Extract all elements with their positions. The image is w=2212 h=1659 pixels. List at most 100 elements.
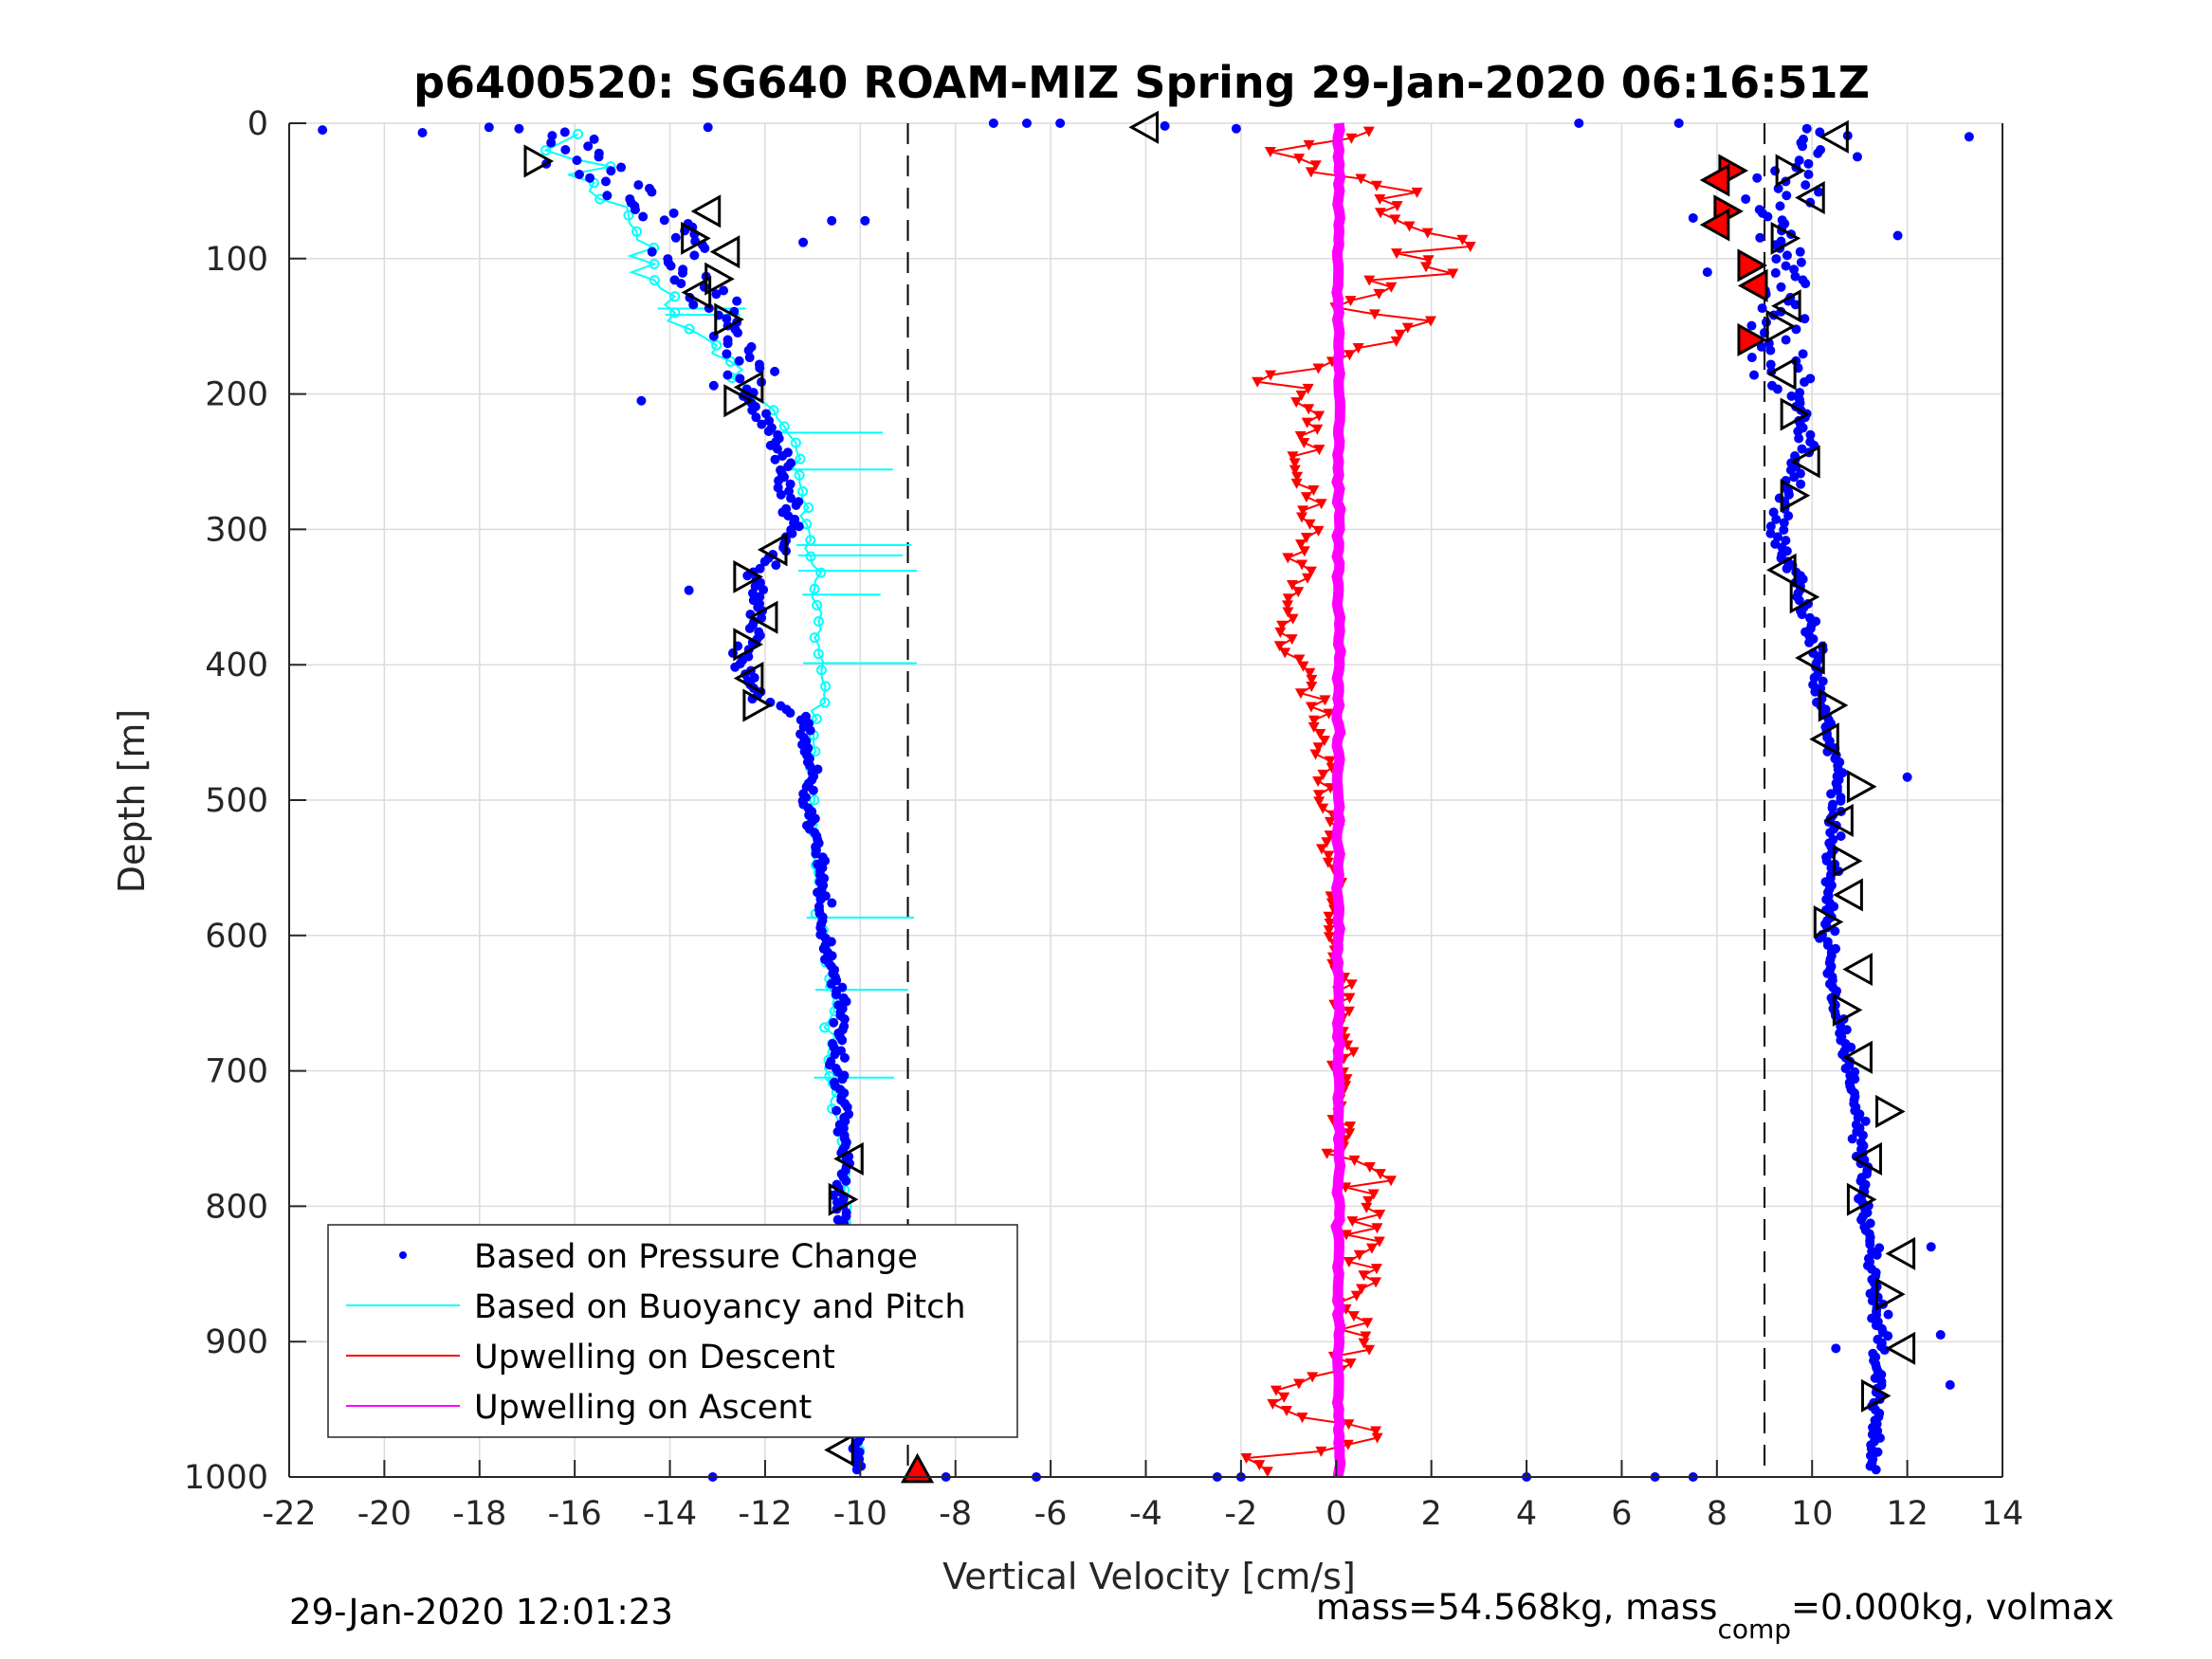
upwelling-descent-marker	[1363, 1161, 1376, 1173]
pressure-change-point	[722, 370, 733, 380]
x-tick-label: -18	[452, 1495, 506, 1533]
pressure-change-outlier	[318, 125, 328, 136]
pressure-change-point	[805, 725, 815, 736]
maneuver-triangle	[747, 600, 778, 634]
upwelling-descent-marker	[1287, 451, 1299, 463]
pressure-change-point	[811, 848, 821, 859]
pressure-change-point	[547, 131, 558, 141]
grid-lines	[288, 122, 2003, 1478]
x-tick-label: 0	[1325, 1495, 1346, 1533]
maneuver-triangle	[733, 559, 763, 593]
footer-mass-subscript: comp	[1717, 1613, 1791, 1645]
pressure-change-outlier	[860, 215, 870, 226]
pressure-change-point	[1781, 536, 1791, 546]
pressure-change-point	[1803, 169, 1814, 179]
upwelling-descent-marker	[1291, 471, 1304, 483]
maneuver-triangle	[523, 144, 555, 178]
maneuver-triangle	[681, 221, 711, 255]
upwelling-descent-marker	[1270, 1385, 1282, 1396]
pressure-change-outlier	[1055, 118, 1066, 128]
buoyancy-pitch-marker	[711, 339, 722, 351]
pressure-change-point	[1809, 672, 1819, 683]
pressure-change-outlier	[1231, 123, 1241, 134]
maneuver-triangle	[1875, 1277, 1906, 1311]
pressure-change-point	[830, 1049, 840, 1060]
upwelling-descent-marker	[1362, 1195, 1375, 1207]
buoyancy-pitch-marker	[778, 421, 790, 432]
pressure-change-point	[735, 374, 745, 384]
x-tick-label: -16	[548, 1495, 602, 1533]
upwelling-descent-marker	[1385, 282, 1398, 293]
maneuver-triangle	[1846, 770, 1877, 804]
pressure-change-point	[744, 623, 755, 633]
y-tick-label: 800	[205, 1188, 268, 1226]
pressure-change-point	[733, 328, 743, 338]
axes-frame	[288, 122, 2003, 1478]
pressure-change-point	[1765, 521, 1776, 532]
maneuver-triangle	[733, 370, 764, 405]
pressure-change-point	[1789, 264, 1800, 275]
pressure-change-point	[559, 127, 570, 137]
pressure-change-point	[1786, 391, 1797, 401]
maneuver-triangle	[690, 194, 722, 228]
buoyancy-pitch-marker	[623, 210, 634, 221]
buoyancy-pitch-marker	[795, 453, 806, 465]
upwelling-descent-marker	[1389, 214, 1401, 226]
buoyancy-pitch-marker	[819, 1022, 831, 1033]
pressure-change-point	[1796, 479, 1806, 489]
x-tick-label: 14	[1982, 1495, 2024, 1533]
pressure-change-point	[851, 1465, 862, 1475]
pressure-change-point	[1813, 148, 1823, 158]
upwelling-descent-marker	[1411, 187, 1423, 198]
pressure-change-point	[813, 887, 823, 898]
pressure-change-point	[744, 353, 755, 363]
buoyancy-pitch-marker	[820, 681, 832, 692]
upwelling-descent-marker	[1298, 546, 1310, 557]
upwelling-descent-marker	[1317, 803, 1329, 814]
pressure-change-point	[1795, 246, 1805, 257]
upwelling-descent-marker	[1323, 932, 1335, 943]
pressure-change-point	[1749, 370, 1760, 380]
pressure-change-point	[1783, 489, 1794, 500]
maneuver-triangle	[1790, 445, 1820, 479]
pressure-change-point	[647, 246, 657, 257]
maneuver-triangle	[833, 1141, 864, 1176]
upwelling-descent-marker	[1267, 1398, 1279, 1410]
upwelling-descent-marker	[1303, 139, 1315, 151]
maneuver-triangle	[1737, 248, 1768, 283]
buoyancy-pitch-marker	[631, 226, 643, 237]
legend-swatch-pressure	[399, 1251, 407, 1259]
pressure-change-point	[572, 155, 582, 166]
footer-mass-suffix: =0.000kg, volmax	[1791, 1587, 2114, 1628]
maneuver-triangle	[824, 1432, 854, 1467]
pressure-change-point	[1752, 173, 1763, 183]
maneuver-triangle	[1775, 154, 1806, 188]
upwelling-descent-marker	[1322, 857, 1334, 868]
pressure-change-point	[600, 176, 611, 187]
pressure-change-point	[747, 405, 758, 415]
pressure-change-point	[1770, 267, 1781, 278]
pressure-change-point	[1803, 158, 1814, 169]
upwelling-descent-marker	[1307, 715, 1320, 726]
pressure-change-outlier	[1902, 772, 1912, 782]
upwelling-descent-marker	[1282, 593, 1294, 605]
y-tick-label: 700	[205, 1053, 268, 1091]
pressure-change-point	[1746, 320, 1757, 331]
y-tick-label: 200	[205, 376, 268, 414]
pressure-change-outlier	[484, 122, 494, 133]
upwelling-descent-marker	[1276, 620, 1289, 631]
pressure-change-point	[678, 267, 688, 278]
upwelling-descent-marker	[1311, 424, 1324, 435]
upwelling-descent-marker	[1358, 1270, 1370, 1282]
upwelling-descent-marker	[1306, 682, 1318, 693]
upwelling-descent-marker	[1356, 1284, 1368, 1295]
x-axis-label: Vertical Velocity [cm/s]	[942, 1556, 1356, 1597]
maneuver-triangle	[733, 628, 763, 662]
buoyancy-pitch-marker	[669, 291, 681, 302]
pressure-change-point	[574, 169, 584, 179]
pressure-change-point	[708, 380, 719, 391]
y-tick-label: 100	[205, 241, 268, 279]
pressure-change-point	[1800, 314, 1810, 324]
upwelling-descent-marker	[1316, 844, 1328, 855]
upwelling-descent-marker	[1282, 553, 1294, 564]
